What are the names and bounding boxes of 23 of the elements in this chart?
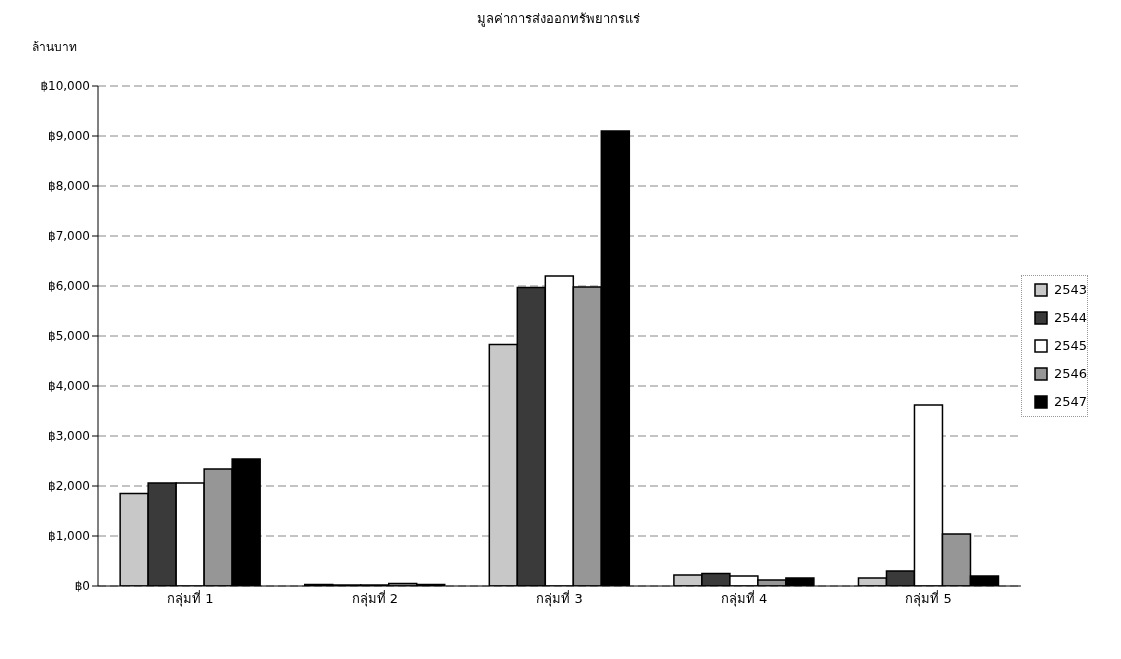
y-tick-label: ฿9,000 xyxy=(48,129,90,144)
y-tick-label: ฿10,000 xyxy=(40,79,90,94)
y-tick-label: ฿3,000 xyxy=(48,429,90,444)
legend-label: 2543 xyxy=(1053,281,1087,299)
y-tick-label: ฿8,000 xyxy=(48,179,90,194)
legend-label: 2547 xyxy=(1053,393,1087,411)
x-tick-label: กลุ่มที่ 5 xyxy=(905,590,952,608)
y-tick-label: ฿4,000 xyxy=(48,379,90,394)
y-axis-title: ล้านบาท xyxy=(32,39,78,56)
y-tick-label: ฿0 xyxy=(74,579,90,594)
y-tick-label: ฿1,000 xyxy=(48,529,90,544)
x-tick-label: กลุ่มที่ 4 xyxy=(720,590,768,608)
legend-label: 2544 xyxy=(1053,309,1087,327)
y-tick-label: ฿5,000 xyxy=(48,329,90,344)
y-tick-label: ฿6,000 xyxy=(48,279,90,294)
legend-label: 2545 xyxy=(1053,337,1087,355)
x-tick-label: กลุ่มที่ 3 xyxy=(536,590,583,608)
legend-label: 2546 xyxy=(1053,365,1087,383)
chart-title: มูลค่าการส่งออกทรัพยากรแร่ xyxy=(475,10,641,29)
y-tick-label: ฿7,000 xyxy=(48,229,90,244)
y-tick-label: ฿2,000 xyxy=(48,479,90,494)
x-tick-label: กลุ่มที่ 1 xyxy=(167,590,214,608)
x-tick-label: กลุ่มที่ 2 xyxy=(351,590,399,608)
